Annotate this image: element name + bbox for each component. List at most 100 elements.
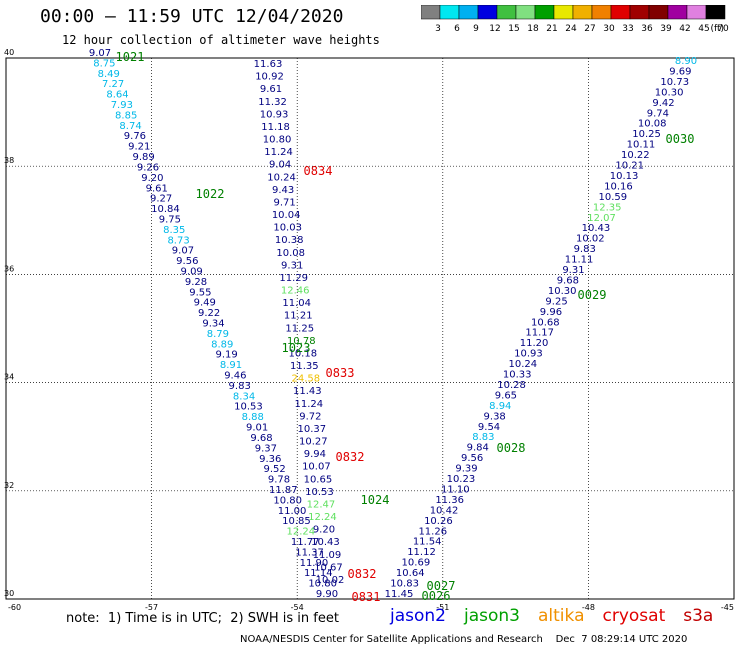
scale-label: 39 [660,24,672,34]
wave-height-label: 9.39 [455,464,477,475]
wave-height-label: 10.84 [151,204,180,215]
wave-height-label: 8.89 [211,339,233,350]
wave-height-label: 8.85 [115,110,137,121]
pass-time-label: 0026 [422,589,451,603]
wave-height-label: 10.13 [610,171,639,182]
wave-height-label: 8.64 [106,90,128,101]
scale-label: 18 [527,24,539,34]
scale-label: 27 [584,24,595,34]
wave-height-label: 10.53 [305,487,334,498]
wave-height-label: 10.23 [447,474,476,485]
wave-height-label: 11.24 [295,399,324,410]
wave-height-label: 10.24 [267,172,296,183]
pass-time-label: 0831 [352,590,381,604]
wave-height-label: 9.07 [172,246,194,257]
x-tick-label: -57 [145,603,158,612]
wave-height-label: 11.09 [313,550,342,561]
wave-height-label: 11.12 [407,547,436,558]
scale-label: 9 [473,24,479,34]
wave-height-label: 12.07 [587,213,616,224]
y-tick-label: 38 [4,156,14,165]
wave-height-label: 8.34 [233,391,255,402]
wave-height-label: 9.04 [269,160,291,171]
color-scale: 3 6 9 12 15 18 21 24 27 30 33 36 39 42 45 70(ft) [421,5,729,34]
wave-height-label: 12.35 [593,202,622,213]
x-tick-label: -45 [721,603,734,612]
wave-height-label: 9.37 [255,443,277,454]
pass-time-label: 1022 [196,187,225,201]
wave-height-label: 9.76 [124,131,146,142]
wave-height-label: 10.43 [311,537,340,548]
wave-height-label: 9.31 [562,265,584,276]
wave-height-label: 8.83 [472,432,494,443]
wave-height-label: 8.88 [242,412,264,423]
wave-height-label: 9.78 [268,475,290,486]
wave-height-label: 8.75 [93,58,115,69]
wave-height-label: 9.69 [669,66,691,77]
wave-height-label: 10.24 [508,359,537,370]
wave-height-label: 10.43 [582,223,611,234]
wave-height-label: 8.91 [220,360,242,371]
wave-height-label: 11.21 [284,311,313,322]
wave-height-label: 10.33 [503,370,532,381]
pass-time-label: 1023 [282,341,311,355]
pass-time-label: 0027 [427,579,456,593]
wave-height-label: 9.75 [159,214,181,225]
wave-height-label: 12.24 [308,512,337,523]
wave-height-label: 9.21 [128,142,150,153]
wave-height-label: 10.03 [273,223,302,234]
wave-height-label: 12.24 [286,527,315,538]
wave-height-label: 10.65 [304,474,333,485]
wave-height-label: 11.87 [269,485,298,496]
wave-height-label: 10.11 [627,140,656,151]
pass-time-label: 0029 [578,288,607,302]
wave-height-label: 11.20 [520,338,549,349]
legend-cryosat: cryosat [602,606,666,626]
wave-height-label: 11.54 [413,537,442,548]
wave-height-label: 10.85 [282,516,311,527]
scale-label: 15 [508,24,519,34]
wave-height-label: 10.68 [531,317,560,328]
x-tick-label: -54 [291,603,304,612]
scale-label: 6 [454,24,460,34]
wave-height-label: 9.55 [189,287,211,298]
wave-height-label: 10.08 [276,248,305,259]
wave-height-label: 10.08 [638,119,667,130]
scale-label: 24 [565,24,577,34]
wave-height-label: 10.25 [632,129,661,140]
wave-height-label: 11.26 [418,526,447,537]
note-text: note: 1) Time is in UTC; 2) SWH is in fe… [66,611,339,626]
wave-height-label: 8.90 [675,56,697,67]
wave-height-label: 10.83 [390,579,419,590]
wave-height-label: 9.43 [272,185,294,196]
wave-height-label: 10.28 [497,380,526,391]
wave-height-label: 9.28 [185,277,207,288]
pass-time-label: 1021 [116,50,145,64]
wave-height-label: 8.94 [489,401,511,412]
wave-height-label: 12.46 [281,286,310,297]
wave-height-label: 9.65 [495,390,517,401]
wave-height-label: 12.47 [307,499,336,510]
wave-height-label: 8.79 [207,329,229,340]
legend-altika: altika [538,606,585,626]
wave-height-label: 10.26 [424,516,453,527]
wave-height-label: 9.49 [194,298,216,309]
wave-height-label: 9.61 [146,183,168,194]
wave-height-label: 10.38 [275,235,304,246]
y-tick-label: 32 [4,481,14,490]
wave-height-label: 10.69 [402,558,431,569]
wave-height-label: 11.25 [285,323,314,334]
scale-label: 12 [489,24,500,34]
wave-height-label: 10.21 [615,161,644,172]
wave-height-label: 9.52 [263,464,285,475]
legend-jason3: jason3 [464,606,520,626]
wave-height-label: 11.18 [261,122,290,133]
y-tick-label: 30 [4,589,14,598]
wave-height-label: 9.83 [229,381,251,392]
wave-height-label: 10.92 [255,72,284,83]
wave-height-label: 11.36 [435,495,464,506]
scale-label: 21 [546,24,557,34]
x-tick-label: -51 [436,603,449,612]
wave-height-label: 9.20 [313,525,335,536]
